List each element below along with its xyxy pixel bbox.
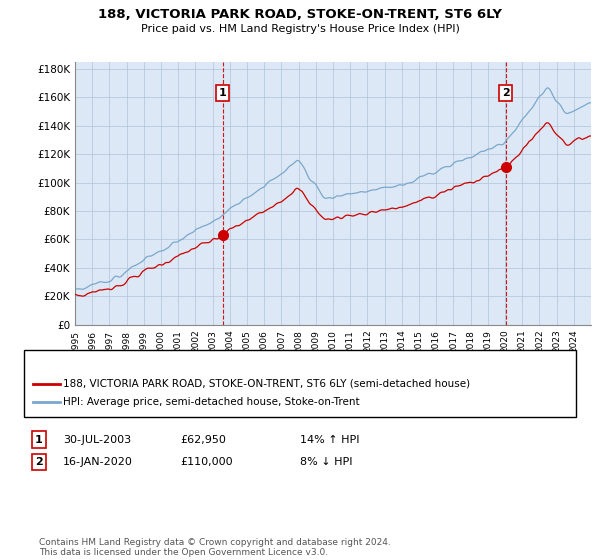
Text: 14% ↑ HPI: 14% ↑ HPI [300, 435, 359, 445]
Text: HPI: Average price, semi-detached house, Stoke-on-Trent: HPI: Average price, semi-detached house,… [63, 396, 359, 407]
Text: £110,000: £110,000 [180, 457, 233, 467]
Text: Price paid vs. HM Land Registry's House Price Index (HPI): Price paid vs. HM Land Registry's House … [140, 24, 460, 34]
Text: £62,950: £62,950 [180, 435, 226, 445]
Text: 30-JUL-2003: 30-JUL-2003 [63, 435, 131, 445]
Text: Contains HM Land Registry data © Crown copyright and database right 2024.
This d: Contains HM Land Registry data © Crown c… [39, 538, 391, 557]
Text: 16-JAN-2020: 16-JAN-2020 [63, 457, 133, 467]
Text: 8% ↓ HPI: 8% ↓ HPI [300, 457, 353, 467]
Text: 188, VICTORIA PARK ROAD, STOKE-ON-TRENT, ST6 6LY (semi-detached house): 188, VICTORIA PARK ROAD, STOKE-ON-TRENT,… [63, 379, 470, 389]
Text: 2: 2 [35, 457, 43, 467]
Text: 2: 2 [502, 88, 509, 98]
Text: 188, VICTORIA PARK ROAD, STOKE-ON-TRENT, ST6 6LY: 188, VICTORIA PARK ROAD, STOKE-ON-TRENT,… [98, 8, 502, 21]
Text: 1: 1 [35, 435, 43, 445]
Text: 1: 1 [219, 88, 226, 98]
